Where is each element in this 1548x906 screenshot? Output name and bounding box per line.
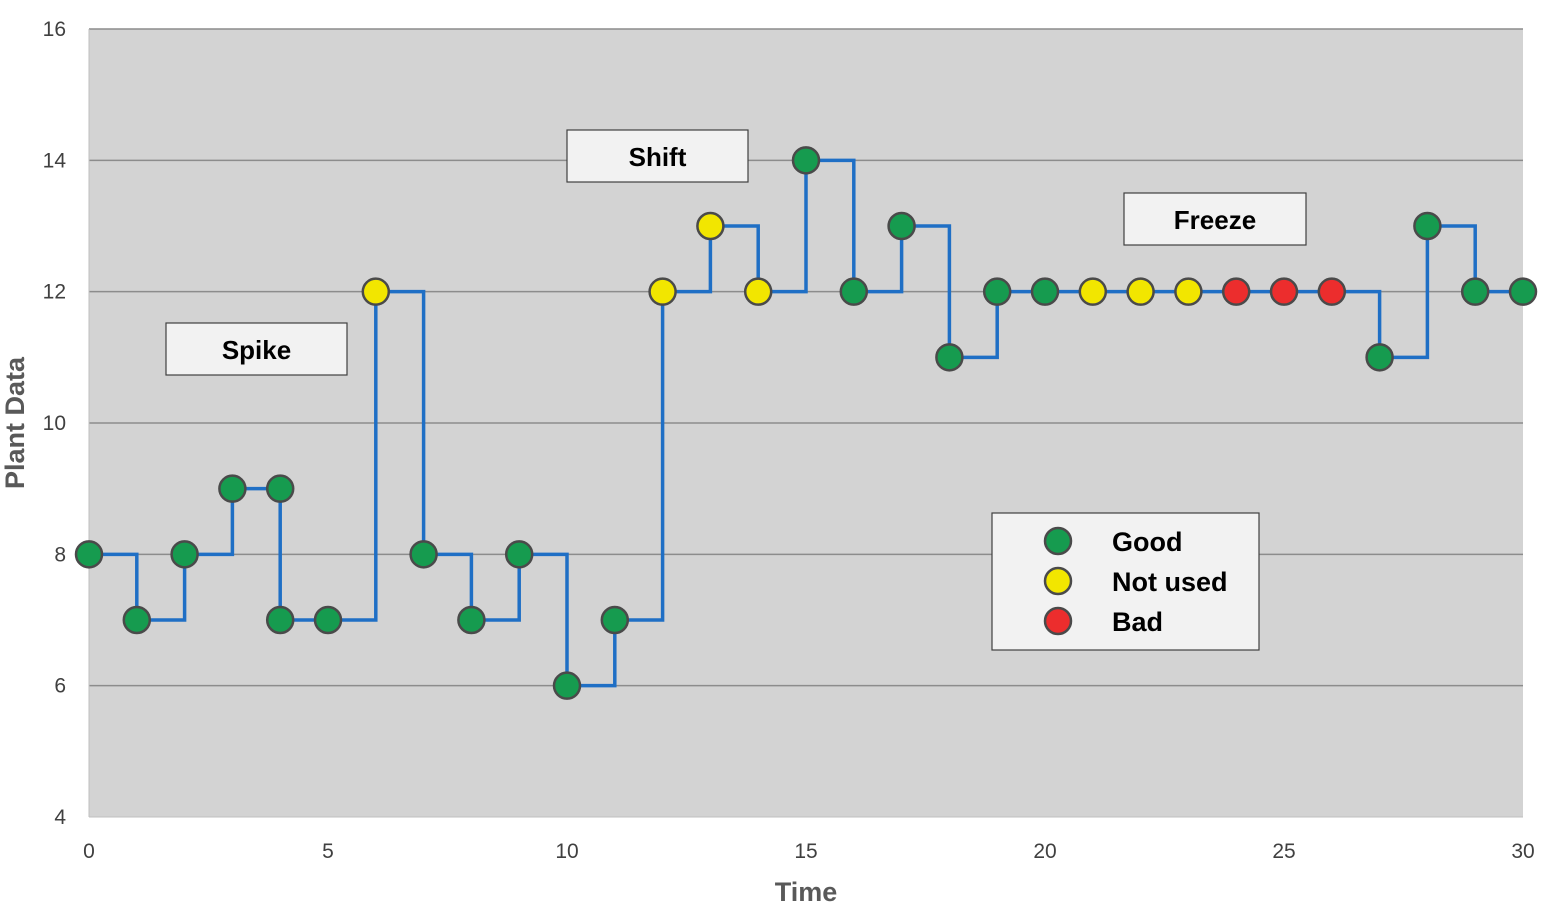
y-tick-label-14: 14 — [43, 149, 67, 172]
annotation-spike-box — [165, 322, 348, 376]
legend-good-label: Good — [1112, 527, 1182, 557]
data-point-good-t20 — [1030, 277, 1060, 306]
y-tick-label-8: 8 — [54, 543, 66, 566]
data-point-good-t17 — [887, 211, 916, 241]
annotation-freeze-box — [1123, 192, 1307, 246]
data-point-not-used-t12 — [648, 277, 677, 306]
data-point-good-t11 — [600, 605, 630, 635]
data-point-good-t27 — [1365, 343, 1394, 372]
x-tick-label-25: 25 — [1272, 840, 1295, 863]
y-axis-title: Plant Data — [0, 356, 30, 489]
data-point-good-t10 — [552, 671, 582, 700]
data-point-not-used-t22 — [1126, 277, 1155, 306]
y-tick-label-6: 6 — [54, 675, 66, 698]
data-point-good-t4 — [265, 605, 295, 635]
legend-bad-label: Bad — [1112, 607, 1163, 637]
annotation-freeze: Freeze — [1123, 192, 1307, 246]
data-point-good-t9 — [504, 540, 534, 569]
annotation-freeze-label: Freeze — [1174, 205, 1256, 235]
legend-good-marker — [1043, 526, 1073, 556]
x-tick-label-20: 20 — [1033, 840, 1056, 863]
legend-box — [991, 512, 1260, 651]
data-point-good-t28 — [1413, 211, 1442, 241]
data-point-good-t3 — [218, 474, 247, 503]
legend-bad-marker — [1043, 606, 1073, 636]
annotation-spike-label: Spike — [222, 335, 291, 365]
data-point-not-used-t21 — [1078, 277, 1108, 306]
legend-not-used-marker — [1043, 566, 1073, 596]
plant-data-step-line — [89, 158, 1523, 688]
data-point-good-t18 — [935, 343, 964, 372]
data-point-bad-t24 — [1221, 277, 1251, 306]
legend-not-used-label: Not used — [1112, 567, 1228, 597]
x-tick-labels: 0 5 10 15 20 25 30 — [83, 840, 1535, 863]
x-tick-label-10: 10 — [555, 840, 578, 863]
annotation-shift-box — [566, 129, 749, 183]
x-tick-label-30: 30 — [1511, 840, 1534, 863]
legend: Good Not used Bad — [991, 512, 1260, 651]
data-point-good-t30 — [1508, 277, 1538, 306]
data-point-bad-t25 — [1269, 277, 1299, 306]
y-tick-label-12: 12 — [43, 281, 66, 304]
data-point-bad-t26 — [1317, 277, 1347, 306]
data-point-good-t1 — [122, 605, 152, 635]
data-point-good-t29 — [1460, 277, 1490, 306]
data-point-good-t5 — [313, 605, 343, 635]
data-point-good-t7 — [409, 540, 438, 569]
data-point-not-used-t14 — [743, 277, 773, 306]
data-point-not-used-t23 — [1174, 277, 1203, 306]
data-points — [74, 146, 1538, 700]
data-point-good-t16 — [839, 277, 869, 306]
y-tick-label-16: 16 — [43, 18, 66, 41]
annotation-shift-label: Shift — [629, 142, 687, 172]
data-point-not-used-t6 — [361, 277, 391, 306]
y-tick-label-4: 4 — [54, 806, 66, 829]
data-point-good-t0 — [74, 540, 104, 569]
data-point-good-t15 — [791, 146, 821, 175]
x-axis-title: Time — [775, 877, 838, 906]
data-point-good-t8 — [457, 605, 486, 635]
data-point-good-t4 — [265, 474, 295, 503]
data-point-not-used-t13 — [696, 211, 725, 241]
data-point-good-t2 — [170, 540, 199, 569]
x-tick-label-0: 0 — [83, 840, 95, 863]
annotation-shift: Shift — [566, 129, 749, 183]
data-point-good-t19 — [982, 277, 1012, 306]
x-tick-label-5: 5 — [322, 840, 334, 863]
y-tick-label-10: 10 — [43, 412, 66, 435]
annotation-spike: Spike — [165, 322, 348, 376]
x-tick-label-15: 15 — [794, 840, 817, 863]
y-tick-labels: 4 6 8 10 12 14 16 — [43, 18, 67, 829]
